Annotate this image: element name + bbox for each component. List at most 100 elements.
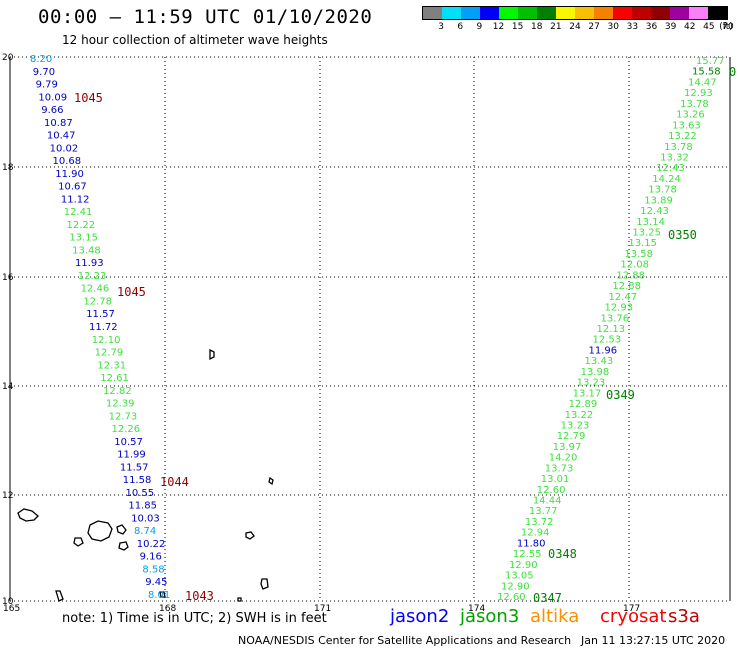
wave-height-value: 14.24 <box>652 174 681 185</box>
color-scale-tick: 9 <box>476 22 483 32</box>
wave-height-value: 12.43 <box>656 163 685 174</box>
color-scale-tick: 6 <box>457 22 464 32</box>
wave-height-value: 8.01 <box>148 590 170 601</box>
color-scale-bar <box>422 6 728 20</box>
wave-height-value: 8.74 <box>134 526 156 537</box>
wave-height-value: 13.63 <box>672 120 701 131</box>
color-swatch <box>613 7 632 19</box>
wave-height-value: 13.26 <box>676 110 705 121</box>
wave-height-value: 12.41 <box>64 207 93 218</box>
y-axis-label: 16 <box>2 273 14 283</box>
wave-height-value: 12.93 <box>604 303 633 314</box>
wave-height-value: 11.57 <box>86 309 115 320</box>
color-swatch <box>423 7 442 19</box>
wave-height-value: 13.43 <box>585 356 614 367</box>
color-swatch <box>537 7 556 19</box>
island-shape <box>55 590 64 602</box>
color-scale-tick: 24 <box>569 22 581 32</box>
wave-height-value: 11.93 <box>75 258 104 269</box>
color-swatch <box>442 7 461 19</box>
wave-height-value: 11.90 <box>55 169 84 180</box>
wave-height-value: 13.23 <box>561 420 590 431</box>
wave-height-value: 13.01 <box>541 474 570 485</box>
x-axis-label: 165 <box>3 604 20 614</box>
wave-height-value: 12.47 <box>608 292 637 303</box>
legend-item-jason3: jason3 <box>460 606 520 627</box>
color-swatch <box>556 7 575 19</box>
island-shape <box>159 591 166 598</box>
color-swatch <box>708 7 727 19</box>
x-axis-label: 174 <box>468 604 485 614</box>
wave-height-value: 12.79 <box>557 431 586 442</box>
pass-time-label: 0349 <box>606 388 635 402</box>
wave-height-value: 13.72 <box>525 517 554 528</box>
wave-height-value: 13.15 <box>628 238 657 249</box>
wave-height-value: 12.39 <box>106 399 135 410</box>
pass-time-label: 0348 <box>548 547 577 561</box>
color-swatch <box>594 7 613 19</box>
wave-height-value: 10.03 <box>131 513 160 524</box>
wave-height-value: 14.47 <box>688 77 717 88</box>
credit-text: NOAA/NESDIS Center for Satellite Applica… <box>238 634 572 647</box>
wave-height-value: 13.73 <box>545 463 574 474</box>
island-shape <box>268 476 274 486</box>
track-east: 15.7715.5814.4712.9313.7813.2613.6313.22… <box>497 56 725 603</box>
wave-height-value: 12.31 <box>97 360 126 371</box>
wave-height-value: 12.43 <box>640 206 669 217</box>
wave-height-value: 13.22 <box>565 410 594 421</box>
color-swatch <box>480 7 499 19</box>
pass-time-label: 1045 <box>117 285 146 299</box>
wave-height-value: 9.79 <box>36 80 58 91</box>
wave-height-value: 11.12 <box>61 194 90 205</box>
wave-height-value: 12.60 <box>497 592 526 603</box>
legend-item-altika: altika <box>530 606 580 627</box>
wave-height-value: 13.78 <box>664 142 693 153</box>
wave-height-value: 13.25 <box>632 228 661 239</box>
wave-height-value: 13.89 <box>644 195 673 206</box>
wave-height-value: 12.61 <box>100 373 129 384</box>
wave-height-value: 14.20 <box>549 453 578 464</box>
color-scale-unit: (ft) <box>719 22 733 32</box>
color-scale-tick: 42 <box>684 22 696 32</box>
island-shape <box>116 524 127 535</box>
wave-height-value: 12.46 <box>81 284 110 295</box>
wave-height-value: 13.76 <box>600 313 629 324</box>
wave-height-value: 12.60 <box>537 485 566 496</box>
wave-height-value: 12.78 <box>83 296 112 307</box>
wave-height-value: 13.05 <box>505 571 534 582</box>
wave-height-value: 11.58 <box>123 475 152 486</box>
wave-height-value: 12.94 <box>521 528 550 539</box>
wave-height-value: 12.93 <box>684 88 713 99</box>
color-scale-tick: 3 <box>438 22 444 32</box>
island-shape <box>87 520 113 542</box>
wave-height-value: 10.22 <box>137 539 166 550</box>
color-swatch <box>499 7 518 19</box>
axis-labels: 165 168 171 174 177 20 18 16 14 12 10 <box>2 53 640 614</box>
x-axis-label: 171 <box>314 604 331 614</box>
wave-height-value: 13.32 <box>660 152 689 163</box>
wave-height-value: 10.02 <box>50 143 79 154</box>
pass-time-labels: 1045 1045 1044 1043 0 0350 0349 0348 0347 <box>74 65 736 605</box>
wave-height-value: 9.70 <box>33 67 55 78</box>
wave-height-value: 12.73 <box>109 411 138 422</box>
color-scale-tick: 33 <box>626 22 639 32</box>
wave-height-value: 12.90 <box>501 581 530 592</box>
wave-height-value: 13.98 <box>581 367 610 378</box>
wave-height-value: 13.15 <box>69 233 98 244</box>
pass-time-label: 0 <box>729 65 736 79</box>
island-shape <box>17 508 39 522</box>
island-shape <box>245 531 255 540</box>
wave-height-value: 10.68 <box>52 156 81 167</box>
wave-height-value: 15.58 <box>692 67 721 78</box>
wave-height-value: 10.67 <box>58 182 87 193</box>
y-axis-label: 14 <box>2 382 14 392</box>
pass-time-label: 1043 <box>185 589 214 603</box>
color-scale-tick: 36 <box>645 22 658 32</box>
wave-height-value: 9.45 <box>145 577 167 588</box>
wave-height-value: 12.88 <box>616 270 645 281</box>
wave-height-value: 10.55 <box>126 488 155 499</box>
generated-timestamp: Jan 11 13:27:15 UTC 2020 <box>581 634 726 647</box>
color-swatch <box>518 7 537 19</box>
wave-height-value: 13.58 <box>624 249 653 260</box>
